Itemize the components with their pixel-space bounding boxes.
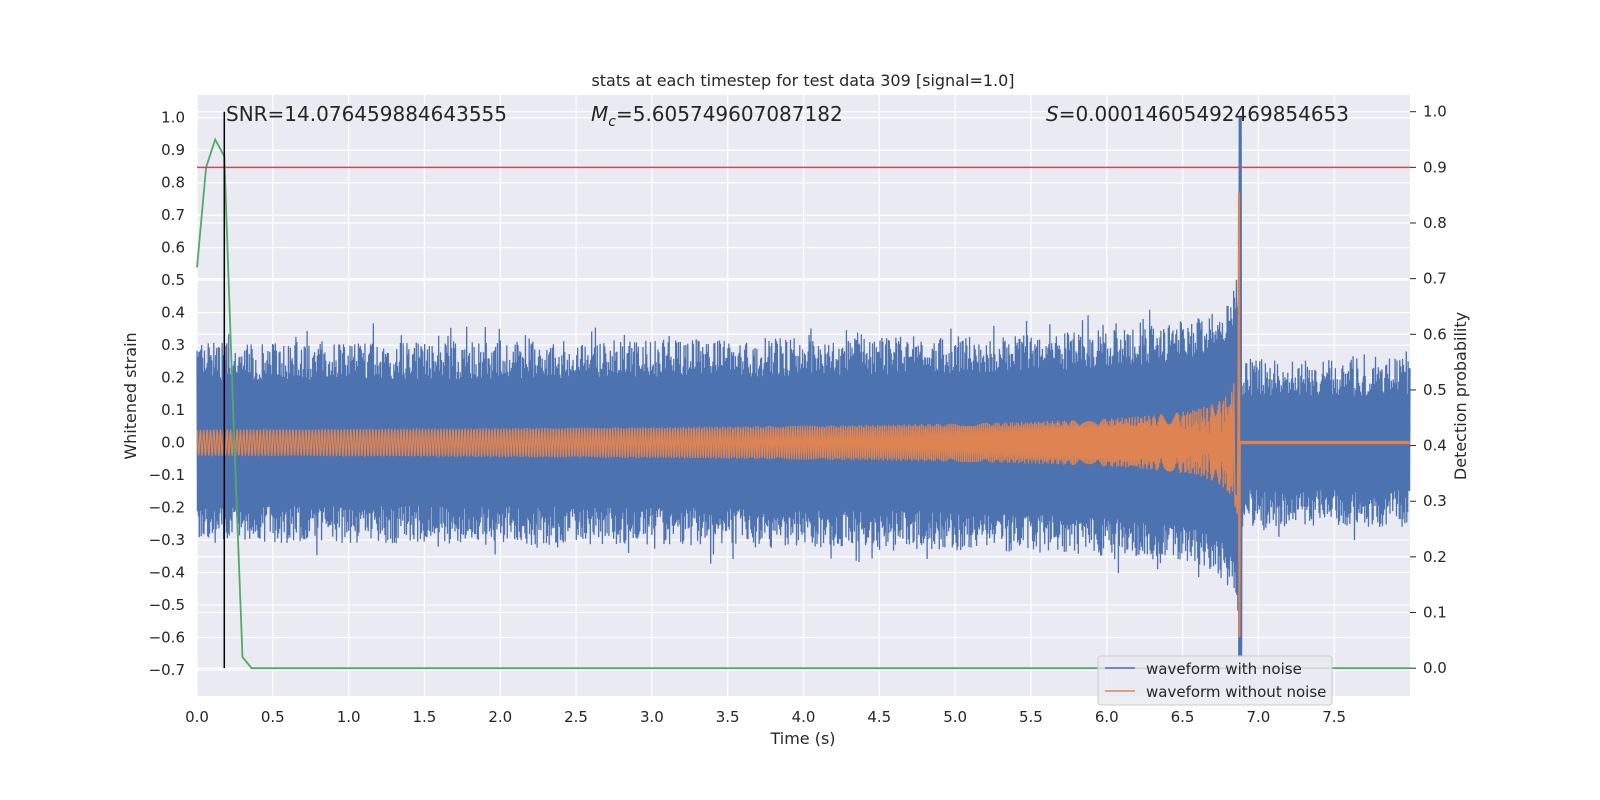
x-tick-label: 2.5 — [564, 708, 588, 726]
y-tick-label-right: 0.9 — [1423, 158, 1447, 176]
legend-box — [1097, 655, 1333, 706]
y-tick-label-left: 0.3 — [161, 336, 185, 354]
y-tick-label-left: 0.9 — [161, 141, 185, 159]
y-tick-label-right: 0.6 — [1423, 325, 1447, 343]
x-tick-label: 1.0 — [337, 708, 361, 726]
x-tick-label: 0.0 — [185, 708, 209, 726]
chirp-mass-subscript: c — [608, 114, 616, 130]
legend-label-waveform-without-noise: waveform without noise — [1146, 683, 1326, 701]
y-tick-label-left: 0.8 — [161, 174, 185, 192]
y-tick-label-left: 1.0 — [161, 109, 185, 127]
line-waveform-without-noise — [196, 192, 1411, 638]
reference-lines — [197, 111, 1410, 669]
y-tick-label-left: −0.6 — [149, 629, 185, 647]
y-axis-left: 1.0 0.9 0.8 0.7 0.6 0.5 0.4 0.3 0.2 0.1 0.0 −0.1 −0.… — [149, 109, 185, 679]
chirp-mass-symbol: M — [591, 102, 608, 126]
x-tick-label: 3.0 — [640, 708, 664, 726]
y-axis-label-right: Detection probability — [1451, 312, 1470, 480]
x-tick-label: 1.5 — [413, 708, 437, 726]
y-axis-right: 1.0 0.9 0.8 0.7 0.6 0.5 0.4 0.3 0.2 0.1 0.0 — [1410, 103, 1447, 677]
line-detection-probability — [196, 137, 1410, 670]
y-tick-label-right: 0.0 — [1423, 659, 1447, 677]
y-tick-label-right: 1.0 — [1423, 103, 1447, 121]
y-tick-label-left: 0.0 — [161, 434, 185, 452]
chirp-mass-value: =5.605749607087182 — [616, 102, 843, 126]
x-tick-label: 5.0 — [943, 708, 967, 726]
x-axis-label: Time (s) — [769, 729, 835, 748]
series-waveform-without-noise — [196, 192, 1411, 638]
y-tick-label-right: 0.8 — [1423, 214, 1447, 232]
x-axis: 0.0 0.5 1.0 1.5 2.0 2.5 3.0 3.5 4.0 4.5 5.0 5.5 6.0 6… — [185, 708, 1346, 726]
y-tick-label-left: 0.2 — [161, 369, 185, 387]
x-tick-label: 7.5 — [1322, 708, 1346, 726]
y-tick-label-right: 0.2 — [1423, 548, 1447, 566]
x-tick-label: 0.5 — [261, 708, 285, 726]
line-waveform-with-noise — [196, 117, 1411, 658]
y-tick-label-left: −0.7 — [149, 661, 185, 679]
y-tick-label-left: −0.5 — [149, 596, 185, 614]
y-tick-label-left: −0.1 — [149, 466, 185, 484]
x-tick-label: 7.0 — [1246, 708, 1270, 726]
y-tick-label-left: −0.3 — [149, 531, 185, 549]
s-symbol: S — [1046, 102, 1059, 126]
snr-annotation: SNR=14.076459884643555 — [226, 102, 507, 126]
series-detection-probability — [196, 137, 1410, 670]
chart-title: stats at each timestep for test data 309… — [591, 71, 1014, 90]
y-tick-label-left: 0.6 — [161, 239, 185, 257]
y-tick-label-left: −0.2 — [149, 499, 185, 517]
y-tick-label-right: 0.7 — [1423, 270, 1447, 288]
s-annotation: S=0.00014605492469854653 — [1046, 102, 1349, 126]
y-tick-label-left: 0.1 — [161, 401, 185, 419]
x-tick-label: 2.0 — [488, 708, 512, 726]
series-waveform-with-noise — [196, 117, 1411, 658]
x-tick-label: 3.5 — [716, 708, 740, 726]
y-tick-label-left: 0.7 — [161, 206, 185, 224]
y-tick-label-right: 0.1 — [1423, 604, 1447, 622]
y-tick-label-right: 0.5 — [1423, 381, 1447, 399]
x-tick-label: 4.0 — [792, 708, 816, 726]
s-value: =0.00014605492469854653 — [1059, 102, 1349, 126]
y-tick-label-right: 0.3 — [1423, 492, 1447, 510]
legend: waveform with noise waveform without noi… — [1097, 655, 1333, 706]
x-tick-label: 5.5 — [1019, 708, 1043, 726]
x-tick-label: 6.0 — [1095, 708, 1119, 726]
y-tick-label-left: −0.4 — [149, 564, 185, 582]
y-tick-label-right: 0.4 — [1423, 437, 1447, 455]
y-tick-label-left: 0.5 — [161, 271, 185, 289]
x-tick-label: 6.5 — [1171, 708, 1195, 726]
y-tick-label-left: 0.4 — [161, 304, 185, 322]
x-tick-label: 4.5 — [867, 708, 891, 726]
legend-label-waveform-with-noise: waveform with noise — [1146, 660, 1302, 678]
y-axis-label-left: Whitened strain — [121, 332, 140, 459]
chirp-mass-annotation: Mc=5.605749607087182 — [591, 102, 843, 130]
